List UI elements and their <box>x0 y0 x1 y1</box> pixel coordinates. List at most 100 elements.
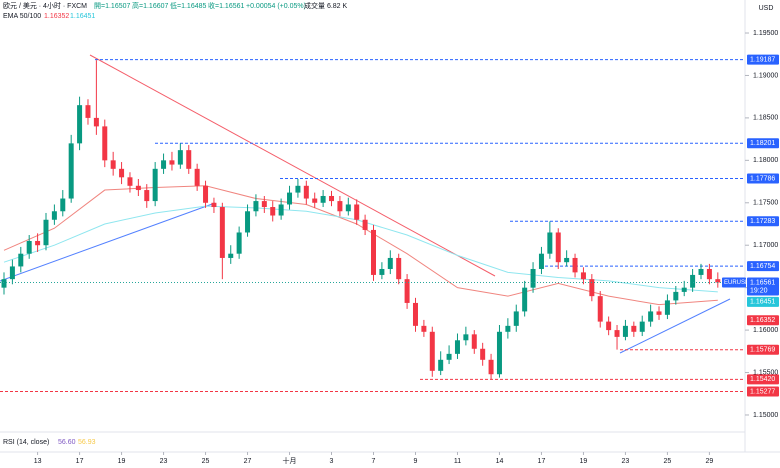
price-badge <box>747 277 779 296</box>
rsi-value: 56.60 <box>58 439 76 446</box>
ohlc-open: 開=1.16507 <box>94 2 130 10</box>
y-tick-label: 1.17000 <box>753 242 778 249</box>
candle-body <box>253 201 259 212</box>
symbol: 欧元 / 美元 · 4小时 · FXCM <box>3 1 87 10</box>
y-tick-label: 1.19000 <box>753 72 778 79</box>
candle-body <box>412 302 418 326</box>
rsi-name: RSI (14, close) <box>3 439 49 446</box>
candle-body <box>278 204 284 216</box>
candle-body <box>169 160 175 165</box>
candle-body <box>102 126 108 161</box>
candle-body <box>152 168 158 202</box>
x-tick-label: 23 <box>622 458 630 465</box>
candle-body <box>463 334 469 341</box>
candle-body <box>589 279 595 297</box>
symbol-label: EURUSD <box>724 280 750 286</box>
y-tick-label: 1.17500 <box>753 200 778 207</box>
candle-body <box>312 198 318 203</box>
ohlc-high: 高=1.16607 <box>132 1 168 10</box>
candle-body <box>110 160 116 169</box>
candle-body <box>119 168 125 178</box>
candle-body <box>186 150 192 169</box>
candle-body <box>219 207 225 258</box>
candle-body <box>673 291 679 301</box>
candle-body <box>77 105 83 144</box>
ohlc-close: 收=1.16561 <box>208 1 244 10</box>
symbol-badge <box>722 277 746 288</box>
x-tick-label: 29 <box>706 458 714 465</box>
x-tick-label: 11 <box>454 458 461 465</box>
candle-body <box>715 279 721 283</box>
x-tick-label: 19 <box>580 458 588 465</box>
candle-body <box>303 185 309 199</box>
x-tick-label: 9 <box>414 458 418 465</box>
x-tick-label: 7 <box>372 458 376 465</box>
candle-body <box>85 105 91 118</box>
candle-body <box>421 325 427 332</box>
header: 欧元 / 美元 · 4小时 · FXCM 開=1.16507 高=1.16607… <box>3 1 348 446</box>
candle-body <box>580 272 586 280</box>
candle-body <box>43 219 49 246</box>
x-tick-label: 14 <box>496 458 504 465</box>
currency: USD <box>759 5 774 12</box>
candle-body <box>387 257 393 269</box>
candle-body <box>547 232 553 254</box>
price-label: 1.16451 <box>750 299 775 306</box>
price-badge <box>747 296 779 307</box>
candle-body <box>270 207 276 216</box>
countdown: 19:20 <box>750 287 768 294</box>
candle-body <box>362 219 368 230</box>
candle-body <box>522 287 528 312</box>
candle-body <box>614 330 620 337</box>
y-tick-label: 1.18500 <box>753 115 778 122</box>
candle-body <box>513 311 519 326</box>
level-label: 1.18201 <box>750 140 775 147</box>
x-tick-label: 17 <box>76 458 84 465</box>
candle-body <box>93 117 99 127</box>
candle-body <box>144 190 150 202</box>
candle-body <box>177 150 183 165</box>
candle-body <box>379 268 385 275</box>
candle-body <box>505 325 511 332</box>
candle-body <box>337 201 343 212</box>
candle-body <box>706 268 712 280</box>
candle-body <box>488 359 494 375</box>
level-badge <box>747 374 779 385</box>
candle-body <box>471 334 477 349</box>
candle-body <box>446 353 452 360</box>
candle-body <box>371 229 376 275</box>
y-tick-label: 1.15500 <box>753 369 778 376</box>
candle-body <box>404 279 410 303</box>
candle-body <box>555 232 561 263</box>
price-label: 1.16352 <box>750 317 775 324</box>
level-label: 1.19187 <box>750 56 775 63</box>
level-badge <box>747 216 779 227</box>
candle-body <box>648 311 654 322</box>
candle-body <box>245 211 251 233</box>
candle-body <box>127 177 133 186</box>
y-tick-label: 1.15000 <box>753 412 778 419</box>
candle-body <box>480 348 486 360</box>
candle-body <box>538 253 544 269</box>
indicator-name: EMA 50/100 <box>3 13 41 20</box>
level-label: 1.17283 <box>750 218 775 225</box>
candle-body <box>631 325 637 332</box>
x-tick-label: 3 <box>330 458 334 465</box>
ohlc-low: 低=1.16485 <box>170 1 206 10</box>
candle-body <box>639 321 645 332</box>
candle-body <box>161 160 167 169</box>
candle-body <box>564 257 570 263</box>
candle-body <box>664 300 670 315</box>
level-label: 1.15420 <box>750 376 775 383</box>
level-badge <box>747 386 779 397</box>
volume: 成交量 6.82 K <box>304 1 348 10</box>
candle-body <box>60 198 66 212</box>
level-label: 1.15277 <box>750 388 775 395</box>
ema50-value: 1.16352 <box>44 13 69 20</box>
level-badge <box>747 54 779 65</box>
trend-line <box>89 54 496 277</box>
candle-body <box>1 279 7 288</box>
x-tick-label: 17 <box>538 458 546 465</box>
x-tick-label: 25 <box>202 458 210 465</box>
